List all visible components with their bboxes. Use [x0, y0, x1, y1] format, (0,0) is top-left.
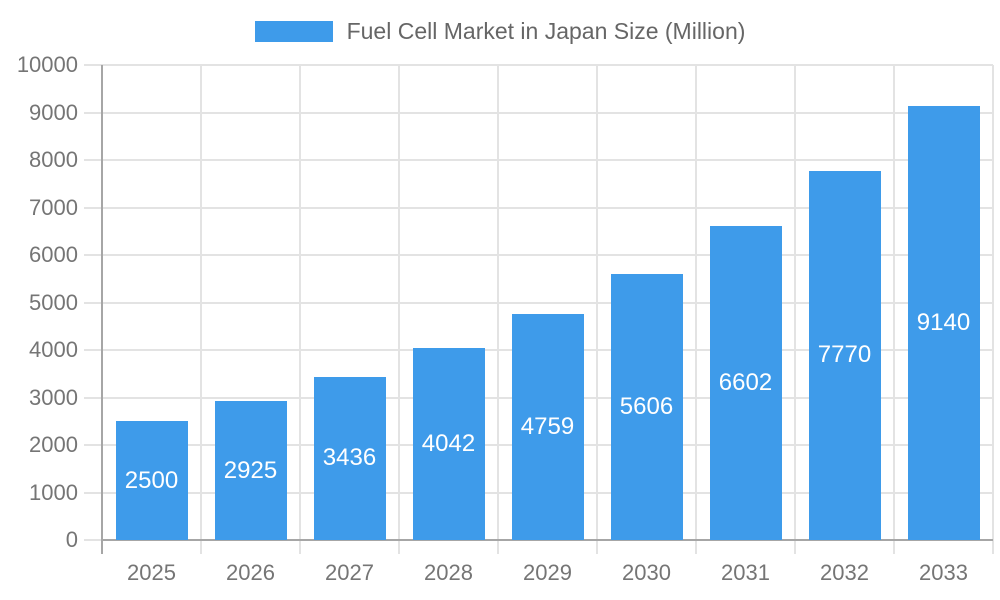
bar-value-label: 4759 — [520, 412, 575, 440]
gridline-x — [299, 65, 301, 554]
bar-2028[interactable]: 4042 — [412, 348, 485, 540]
y-axis-tick-label: 3000 — [29, 384, 78, 410]
bar-value-label: 6602 — [718, 369, 773, 397]
legend-label: Fuel Cell Market in Japan Size (Million) — [346, 18, 746, 44]
gridline-x — [596, 65, 598, 554]
bar-2027[interactable]: 3436 — [313, 376, 386, 540]
gridline-y — [84, 64, 993, 66]
y-axis-tick-label: 2000 — [29, 432, 78, 457]
legend-item[interactable]: Fuel Cell Market in Japan Size (Million) — [0, 19, 1000, 43]
bar-value-label: 2500 — [124, 466, 179, 494]
gridline-x — [200, 65, 202, 554]
gridline-y — [84, 254, 993, 256]
y-axis-tick-label: 1000 — [29, 479, 78, 505]
gridline-x — [497, 65, 499, 554]
y-axis-tick-label: 0 — [65, 527, 78, 552]
gridline-x — [893, 65, 895, 554]
gridline-y — [84, 301, 993, 304]
x-axis-tick-label: 2032 — [820, 560, 869, 585]
y-axis-tick-label: 6000 — [29, 242, 78, 267]
gridline-x — [992, 65, 994, 554]
x-axis-line — [102, 539, 993, 541]
y-axis-tick-label: 9000 — [29, 99, 78, 125]
bar-value-label: 9140 — [916, 308, 971, 336]
y-axis-tick-label: 7000 — [29, 194, 78, 220]
bar-2030[interactable]: 5606 — [610, 273, 683, 540]
gridline-y — [84, 539, 102, 541]
x-axis-tick-label: 2033 — [919, 560, 968, 585]
bar-value-label: 3436 — [322, 444, 377, 472]
bar-2031[interactable]: 6602 — [709, 226, 782, 540]
bar-2026[interactable]: 2925 — [214, 401, 287, 540]
y-axis-tick-label: 5000 — [29, 289, 78, 315]
gridline-y — [84, 206, 993, 209]
x-axis-tick-label: 2031 — [721, 560, 770, 585]
gridline-x — [794, 65, 796, 554]
gridline-y — [84, 159, 993, 161]
x-axis-tick-label: 2029 — [523, 560, 572, 585]
bar-2029[interactable]: 4759 — [511, 313, 584, 540]
bar-2033[interactable]: 9140 — [907, 105, 980, 540]
gridline-y — [84, 111, 993, 114]
bar-value-label: 4042 — [421, 429, 476, 457]
y-axis-tick-label: 4000 — [29, 337, 78, 362]
plot-area: 0 1000 2000 3000 4000 5000 6000 7000 8000 9000 100… — [17, 53, 994, 585]
x-axis-tick-label: 2027 — [325, 560, 374, 585]
bar-value-label: 7770 — [817, 341, 872, 369]
bar-2025[interactable]: 2500 — [115, 421, 188, 540]
legend-swatch — [254, 20, 333, 42]
y-axis-tick-label: 8000 — [29, 147, 78, 172]
gridline-x — [398, 65, 400, 554]
bar-value-label: 2925 — [223, 456, 278, 484]
x-axis-tick-label: 2030 — [622, 560, 671, 585]
x-axis-tick-label: 2026 — [226, 560, 275, 585]
gridline-x — [695, 65, 697, 554]
y-axis-line — [101, 65, 103, 554]
y-axis-tick-label: 10000 — [16, 52, 78, 77]
x-axis-tick-label: 2025 — [127, 560, 176, 585]
x-axis-tick-label: 2028 — [424, 560, 473, 585]
bar-value-label: 5606 — [619, 392, 674, 420]
bar-2032[interactable]: 7770 — [808, 170, 881, 540]
